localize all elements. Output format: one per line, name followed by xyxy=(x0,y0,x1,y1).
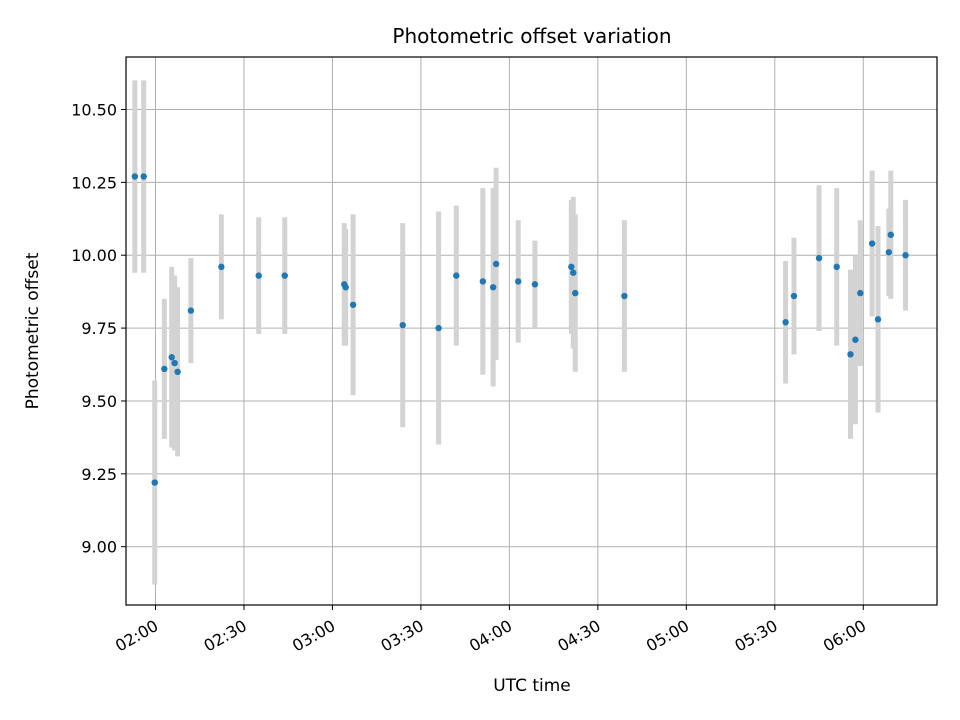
data-point xyxy=(399,321,406,329)
data-point xyxy=(847,351,854,358)
data-point xyxy=(874,316,882,323)
y-axis-ticks: 9.00 9.25 9.50 9.75 10.00 10.25 10.50 xyxy=(71,100,126,557)
data-point xyxy=(515,278,522,285)
x-tick-label: 05:00 xyxy=(643,616,692,656)
data-point xyxy=(815,254,823,262)
data-point xyxy=(489,284,497,291)
data-point xyxy=(852,336,859,343)
x-tick-label: 04:30 xyxy=(554,616,603,656)
data-point xyxy=(218,263,225,271)
data-point xyxy=(568,263,575,271)
x-tick-label: 03:30 xyxy=(377,616,426,656)
y-axis-label: Photometric offset xyxy=(23,252,43,409)
data-point xyxy=(255,272,262,279)
data-point xyxy=(902,252,909,259)
data-point xyxy=(857,289,864,297)
data-point xyxy=(833,263,840,271)
data-point xyxy=(151,479,158,486)
y-tick-label: 9.50 xyxy=(81,392,117,411)
x-tick-label: 03:00 xyxy=(289,616,338,656)
data-point xyxy=(782,319,789,326)
x-axis-label: UTC time xyxy=(493,676,571,696)
x-tick-label: 02:30 xyxy=(201,616,250,656)
x-tick-label: 04:00 xyxy=(466,616,515,656)
y-tick-label: 10.50 xyxy=(71,100,117,119)
data-point xyxy=(621,292,628,300)
x-axis-ticks: 02:00 02:30 03:00 03:30 04:00 04:30 05:00 05:30… xyxy=(112,605,869,656)
data-point xyxy=(492,260,500,268)
data-point xyxy=(435,324,442,332)
data-point xyxy=(131,173,139,180)
data-points xyxy=(131,173,909,486)
data-point xyxy=(790,292,798,300)
data-point xyxy=(187,307,195,314)
x-tick-label: 05:30 xyxy=(731,616,780,656)
plot-frame xyxy=(125,56,938,606)
data-point xyxy=(572,289,579,297)
data-point xyxy=(281,272,288,279)
data-point xyxy=(887,231,894,239)
data-point xyxy=(570,269,577,276)
data-point xyxy=(140,173,147,180)
data-point xyxy=(479,278,487,285)
data-point xyxy=(349,301,357,308)
chart-title: Photometric offset variation xyxy=(392,24,671,48)
y-tick-label: 10.25 xyxy=(71,173,117,192)
error-bars xyxy=(132,80,909,585)
data-point xyxy=(453,272,460,279)
data-point xyxy=(168,354,175,361)
data-point xyxy=(342,284,349,291)
y-tick-label: 9.25 xyxy=(81,465,117,484)
data-point xyxy=(171,359,178,367)
data-point xyxy=(868,240,876,247)
grid-lines xyxy=(126,57,937,605)
data-point xyxy=(174,368,181,376)
data-point xyxy=(885,249,893,256)
x-tick-label: 02:00 xyxy=(112,616,161,656)
data-point xyxy=(161,365,168,373)
y-tick-label: 10.00 xyxy=(71,246,117,265)
data-point xyxy=(531,281,539,288)
y-tick-label: 9.00 xyxy=(81,538,117,557)
x-tick-label: 06:00 xyxy=(820,616,869,656)
y-tick-label: 9.75 xyxy=(81,319,117,338)
